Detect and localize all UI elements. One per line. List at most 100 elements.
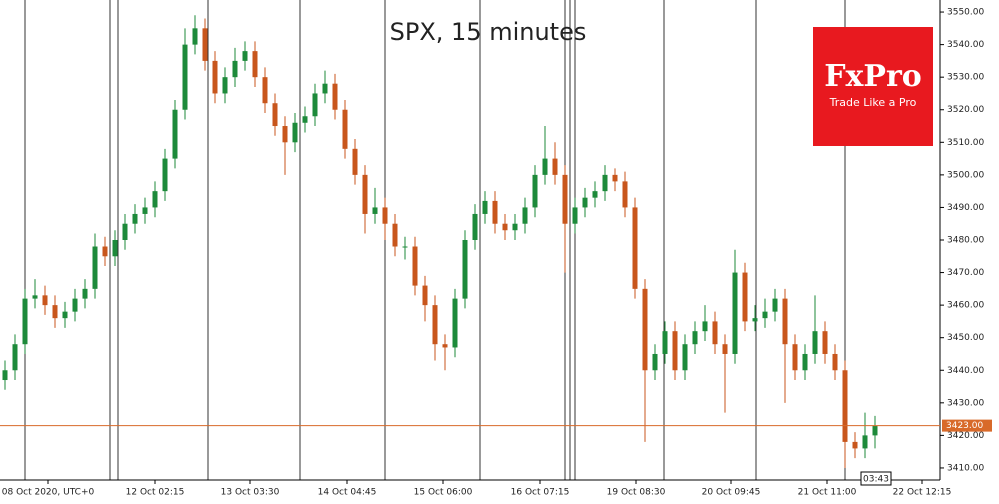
candle-body: [112, 240, 118, 257]
candle-body: [332, 83, 338, 110]
x-tick-label: 21 Oct 11:00: [798, 488, 857, 498]
candle-body: [52, 305, 58, 319]
candle-body: [762, 311, 768, 319]
candle-body: [252, 51, 258, 78]
candle-body: [242, 51, 248, 61]
candle-body: [372, 207, 378, 214]
candle-body: [602, 174, 608, 192]
candle-body: [342, 109, 348, 149]
candle-body: [652, 353, 658, 371]
y-tick-label: 3520.00: [947, 105, 984, 115]
candle-body: [482, 200, 488, 214]
candle-body: [502, 223, 508, 231]
candle-body: [492, 200, 498, 224]
candle-body: [92, 246, 98, 289]
x-tick-label: 12 Oct 02:15: [126, 488, 185, 498]
candle-body: [122, 223, 128, 240]
x-tick-label: 19 Oct 08:30: [607, 488, 666, 498]
candle-body: [752, 318, 758, 322]
candle-body: [12, 344, 18, 371]
timer: 03:43: [863, 475, 889, 485]
candle-body: [622, 181, 628, 208]
candle-body: [42, 295, 48, 306]
candle-body: [192, 28, 198, 45]
candle-body: [572, 207, 578, 224]
x-tick-label: 22 Oct 12:15: [893, 488, 952, 498]
candle-body: [872, 425, 878, 436]
candle-body: [462, 240, 468, 299]
y-tick-label: 3480.00: [947, 236, 984, 246]
candle-body: [702, 321, 708, 332]
candle-body: [802, 353, 808, 371]
candle-body: [722, 344, 728, 354]
y-tick-label: 3450.00: [947, 333, 984, 343]
y-tick-label: 3460.00: [947, 301, 984, 311]
session-separators: [24, 0, 846, 480]
candle-body: [472, 213, 478, 240]
candle-body: [72, 298, 78, 312]
y-tick-label: 3510.00: [947, 138, 984, 148]
candle-body: [832, 353, 838, 371]
y-tick-label: 3440.00: [947, 366, 984, 376]
candle-body: [512, 223, 518, 231]
x-tick-label: 16 Oct 07:15: [511, 488, 570, 498]
x-tick-label: 13 Oct 03:30: [221, 488, 280, 498]
y-tick-label: 3470.00: [947, 268, 984, 278]
x-tick-label: 20 Oct 09:45: [702, 488, 761, 498]
candle-body: [312, 93, 318, 117]
candle-body: [172, 109, 178, 159]
last-price-box: [942, 419, 992, 432]
candle-body: [442, 344, 448, 348]
candle-body: [202, 28, 208, 61]
candle-body: [562, 174, 568, 224]
candle-body: [842, 370, 848, 442]
candle-body: [182, 44, 188, 110]
candle-body: [62, 311, 68, 319]
candle-body: [612, 174, 618, 182]
candle-body: [452, 298, 458, 348]
candle-body: [422, 285, 428, 306]
candle-body: [262, 77, 268, 104]
candle-body: [582, 197, 588, 208]
logo-slogan: Trade Like a Pro: [829, 96, 917, 109]
candle-body: [322, 83, 328, 94]
candle-body: [272, 103, 278, 127]
candle-body: [552, 158, 558, 175]
candle-body: [222, 77, 228, 94]
candle-body: [532, 174, 538, 208]
y-tick-label: 3530.00: [947, 73, 984, 83]
candle-body: [392, 223, 398, 247]
candle-body: [82, 288, 88, 299]
candle-body: [682, 344, 688, 371]
candle-body: [522, 207, 528, 224]
logo-box: [813, 27, 933, 146]
logo-brand: FxPro: [824, 59, 922, 94]
x-tick-label: 08 Oct 2020, UTC+0: [2, 488, 95, 498]
candle-body: [142, 207, 148, 214]
candle-body: [22, 298, 28, 345]
candle-body: [32, 295, 38, 299]
candle-body: [412, 246, 418, 286]
candle-body: [742, 272, 748, 322]
candle-body: [772, 298, 778, 312]
candle-body: [282, 126, 288, 143]
y-tick-label: 3550.00: [947, 8, 984, 18]
y-tick-label: 3540.00: [947, 40, 984, 50]
candle-body: [352, 148, 358, 175]
candle-body: [692, 331, 698, 345]
candle-body: [382, 207, 388, 224]
candle-body: [212, 60, 218, 94]
candle-body: [812, 331, 818, 354]
y-tick-label: 3420.00: [947, 431, 984, 441]
candle-body: [132, 213, 138, 224]
candle-body: [782, 298, 788, 345]
candle-body: [102, 246, 108, 257]
y-tick-label: 3500.00: [947, 170, 984, 180]
candle-body: [672, 331, 678, 371]
x-tick-label: 14 Oct 04:45: [318, 488, 377, 498]
candle-body: [632, 207, 638, 289]
candle-body: [432, 305, 438, 345]
chart-title: SPX, 15 minutes: [390, 18, 587, 46]
candle-body: [712, 321, 718, 345]
